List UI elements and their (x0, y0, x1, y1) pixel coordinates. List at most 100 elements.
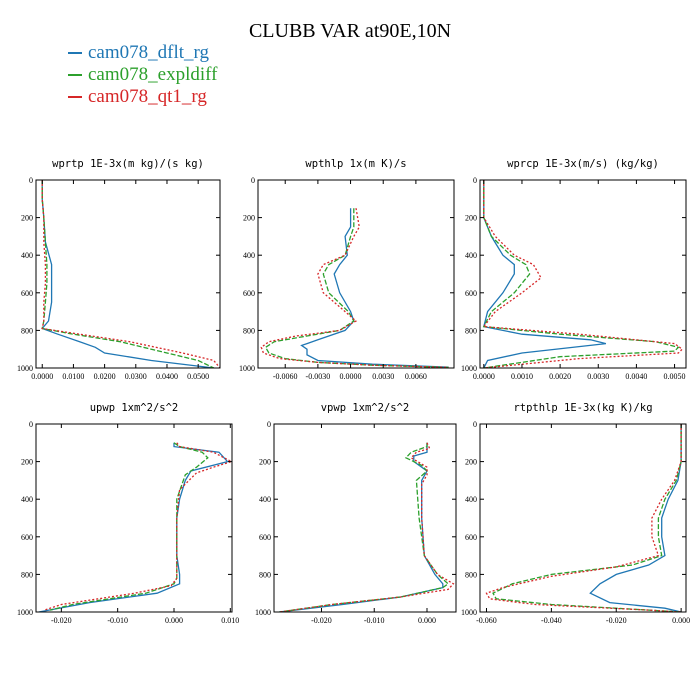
series-line-2 (492, 424, 682, 612)
y-tick-label: 800 (21, 570, 33, 579)
legend-entry-qt1: cam078_qt1_rg (68, 86, 207, 108)
plot-frame (35, 423, 233, 613)
x-tick-label: 0.0010 (511, 372, 533, 381)
series-line-3 (44, 442, 232, 611)
series-line-1 (41, 180, 214, 368)
plot-frame (257, 179, 455, 369)
y-tick-label: 800 (21, 326, 33, 335)
y-tick-label: 200 (259, 458, 271, 467)
y-tick-label: 0 (29, 176, 33, 185)
y-tick-label: 600 (21, 289, 33, 298)
y-tick-label: 1000 (239, 364, 255, 373)
y-tick-label: 800 (465, 326, 477, 335)
y-tick-label: 400 (465, 495, 477, 504)
chart-panel-3: wprcp 1E-3x(m/s) (kg/kg) 0 200 400 600 800 100… (461, 158, 687, 381)
x-tick-label: -0.040 (541, 616, 562, 625)
x-tick-label: 0.0200 (94, 372, 116, 381)
x-tick-label: -0.0030 (306, 372, 331, 381)
x-tick-label: 0.0030 (372, 372, 394, 381)
y-tick-label: 400 (21, 251, 33, 260)
x-tick-label: 0.0300 (125, 372, 147, 381)
series-line-3 (260, 208, 449, 368)
x-tick-label: 0.0000 (340, 372, 362, 381)
legend-label-qt1: cam078_qt1_rg (88, 86, 207, 107)
y-tick-label: 600 (465, 289, 477, 298)
series-line-1 (38, 442, 229, 612)
x-tick-label: 0.0000 (31, 372, 53, 381)
y-tick-label: 1000 (461, 608, 477, 617)
x-tick-label: 0.0060 (405, 372, 427, 381)
x-tick-label: 0.0500 (187, 372, 209, 381)
plot-frame (479, 423, 687, 613)
series-line-2 (264, 208, 449, 368)
x-tick-label: -0.060 (476, 616, 497, 625)
plot-frame (273, 423, 457, 613)
y-tick-label: 0 (473, 420, 477, 429)
y-tick-label: 200 (465, 214, 477, 223)
series-line-3 (279, 442, 455, 612)
series-line-2 (279, 442, 450, 612)
legend-entry-expldiff: cam078_expldiff (68, 64, 217, 86)
y-tick-label: 200 (21, 458, 33, 467)
chart-panel-2: wpthlp 1x(m K)/s 0 200 400 600 800 1000 -0.0060… (239, 158, 455, 381)
panel-title: rtpthlp 1E-3x(kg K)/kg (513, 402, 652, 414)
y-tick-label: 0 (267, 420, 271, 429)
x-tick-label: 0.000 (418, 616, 436, 625)
x-tick-label: -0.010 (107, 616, 128, 625)
y-tick-label: 400 (259, 495, 271, 504)
y-tick-label: 400 (21, 495, 33, 504)
panel-title: wpthlp 1x(m K)/s (305, 158, 406, 170)
chart-panel-5: vpwp 1xm^2/s^2 0 200 400 600 800 1000 -0.020 -0.… (255, 402, 457, 625)
series-line-1 (483, 180, 607, 368)
chart-panel-4: upwp 1xm^2/s^2 0 200 400 600 800 1000 -0.020 -0.… (17, 402, 239, 625)
legend-label-dflt: cam078_dflt_rg (88, 42, 210, 63)
x-tick-label: 0.0040 (625, 372, 647, 381)
y-tick-label: 800 (259, 570, 271, 579)
series-line-2 (41, 180, 215, 368)
y-tick-label: 1000 (17, 364, 33, 373)
legend-swatch-qt1 (68, 96, 82, 98)
y-tick-label: 800 (465, 570, 477, 579)
series-line-2 (49, 442, 209, 611)
y-tick-label: 0 (251, 176, 255, 185)
x-tick-label: 0.010 (221, 616, 239, 625)
y-tick-label: 800 (243, 326, 255, 335)
x-tick-label: 0.0050 (664, 372, 686, 381)
plot-frame (479, 179, 687, 369)
x-tick-label: -0.010 (364, 616, 385, 625)
chart-panel-6: rtpthlp 1E-3x(kg K)/kg02004006008001000-… (461, 402, 690, 625)
y-tick-label: 200 (465, 458, 477, 467)
series-line-3 (41, 180, 220, 368)
x-tick-label: 0.0400 (156, 372, 178, 381)
figure-title: CLUBB VAR at90E,10N (248, 20, 452, 42)
x-tick-label: 0.000 (672, 616, 690, 625)
x-tick-label: 0.0020 (549, 372, 571, 381)
legend-entry-dflt: cam078_dflt_rg (68, 42, 209, 64)
legend-swatch-dflt (68, 52, 82, 54)
series-line-3 (485, 424, 682, 612)
x-tick-label: 0.000 (165, 616, 183, 625)
panel-title: wprtp 1E-3x(m kg)/(s kg) (52, 158, 204, 170)
y-tick-label: 600 (259, 533, 271, 542)
y-tick-label: 400 (465, 251, 477, 260)
x-tick-label: -0.020 (51, 616, 72, 625)
legend-label-expldiff: cam078_expldiff (88, 64, 218, 85)
x-tick-label: -0.020 (606, 616, 627, 625)
y-tick-label: 600 (21, 533, 33, 542)
y-tick-label: 1000 (255, 608, 271, 617)
y-tick-label: 200 (243, 214, 255, 223)
y-tick-label: 0 (473, 176, 477, 185)
panel-title: wprcp 1E-3x(m/s) (kg/kg) (507, 158, 659, 170)
legend-swatch-expldiff (68, 74, 82, 76)
y-tick-label: 600 (465, 533, 477, 542)
series-line-1 (589, 424, 682, 612)
y-tick-label: 1000 (461, 364, 477, 373)
series-line-2 (482, 180, 680, 368)
x-tick-label: 0.0100 (62, 372, 84, 381)
series-line-3 (482, 180, 684, 368)
x-tick-label: 0.0000 (473, 372, 495, 381)
panel-title: vpwp 1xm^2/s^2 (321, 402, 410, 414)
y-tick-label: 0 (29, 420, 33, 429)
x-tick-label: 0.0030 (587, 372, 609, 381)
